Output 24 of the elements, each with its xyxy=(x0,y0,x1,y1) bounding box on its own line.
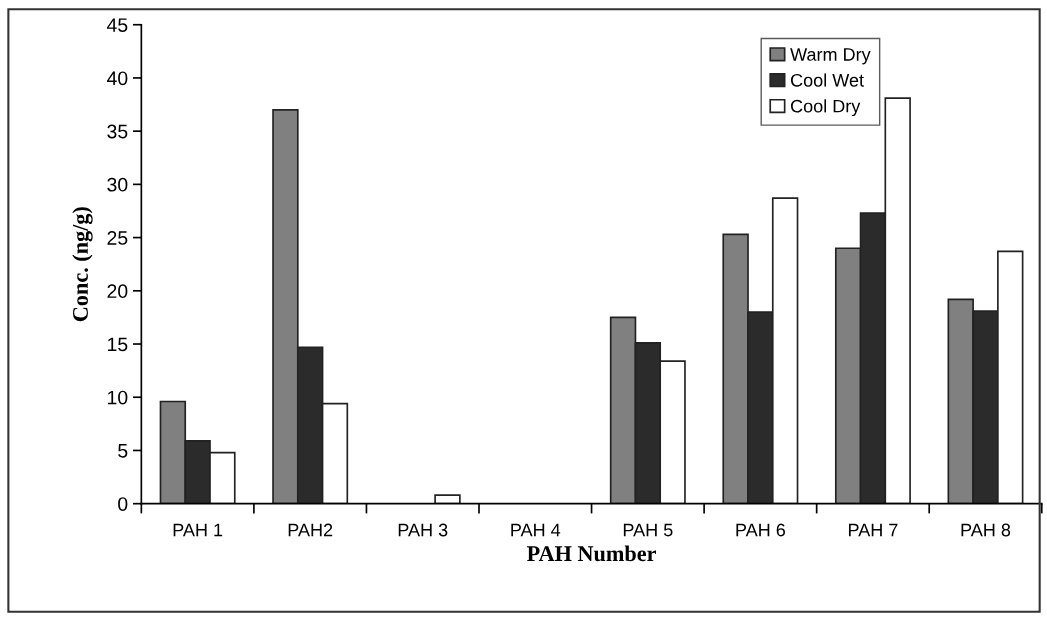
y-tick-label: 45 xyxy=(106,18,128,32)
x-tick-label: PAH 6 xyxy=(736,523,786,537)
x-tick-label: PAH 5 xyxy=(623,523,673,537)
y-tick-label: 0 xyxy=(118,497,128,511)
y-tick-label: 35 xyxy=(107,124,128,139)
x-tick-label: PAH2 xyxy=(288,523,333,537)
y-tick-label: 40 xyxy=(106,71,128,86)
y-tick-label: 25 xyxy=(107,231,128,245)
x-tick-label: PAH 1 xyxy=(173,523,223,537)
x-tick-label: PAH 3 xyxy=(398,523,448,537)
y-tick-label: 30 xyxy=(107,177,128,192)
legend-label: Cool Dry xyxy=(791,99,861,117)
x-tick-label: PAH 7 xyxy=(848,523,898,537)
x-tick-label: PAH 8 xyxy=(961,523,1011,537)
x-axis-title: PAH Number xyxy=(527,545,656,562)
y-tick-label: 10 xyxy=(108,390,128,405)
x-tick-label: PAH 4 xyxy=(511,523,561,537)
y-tick-label: 20 xyxy=(107,284,128,299)
y-tick-label: 5 xyxy=(118,444,128,458)
legend-label: Cool Wet xyxy=(791,73,864,87)
bar xyxy=(434,494,461,504)
y-axis-title: Conc. (ng/g) xyxy=(72,207,93,322)
legend-label: Warm Dry xyxy=(790,48,871,65)
y-tick-label: 15 xyxy=(108,337,128,352)
